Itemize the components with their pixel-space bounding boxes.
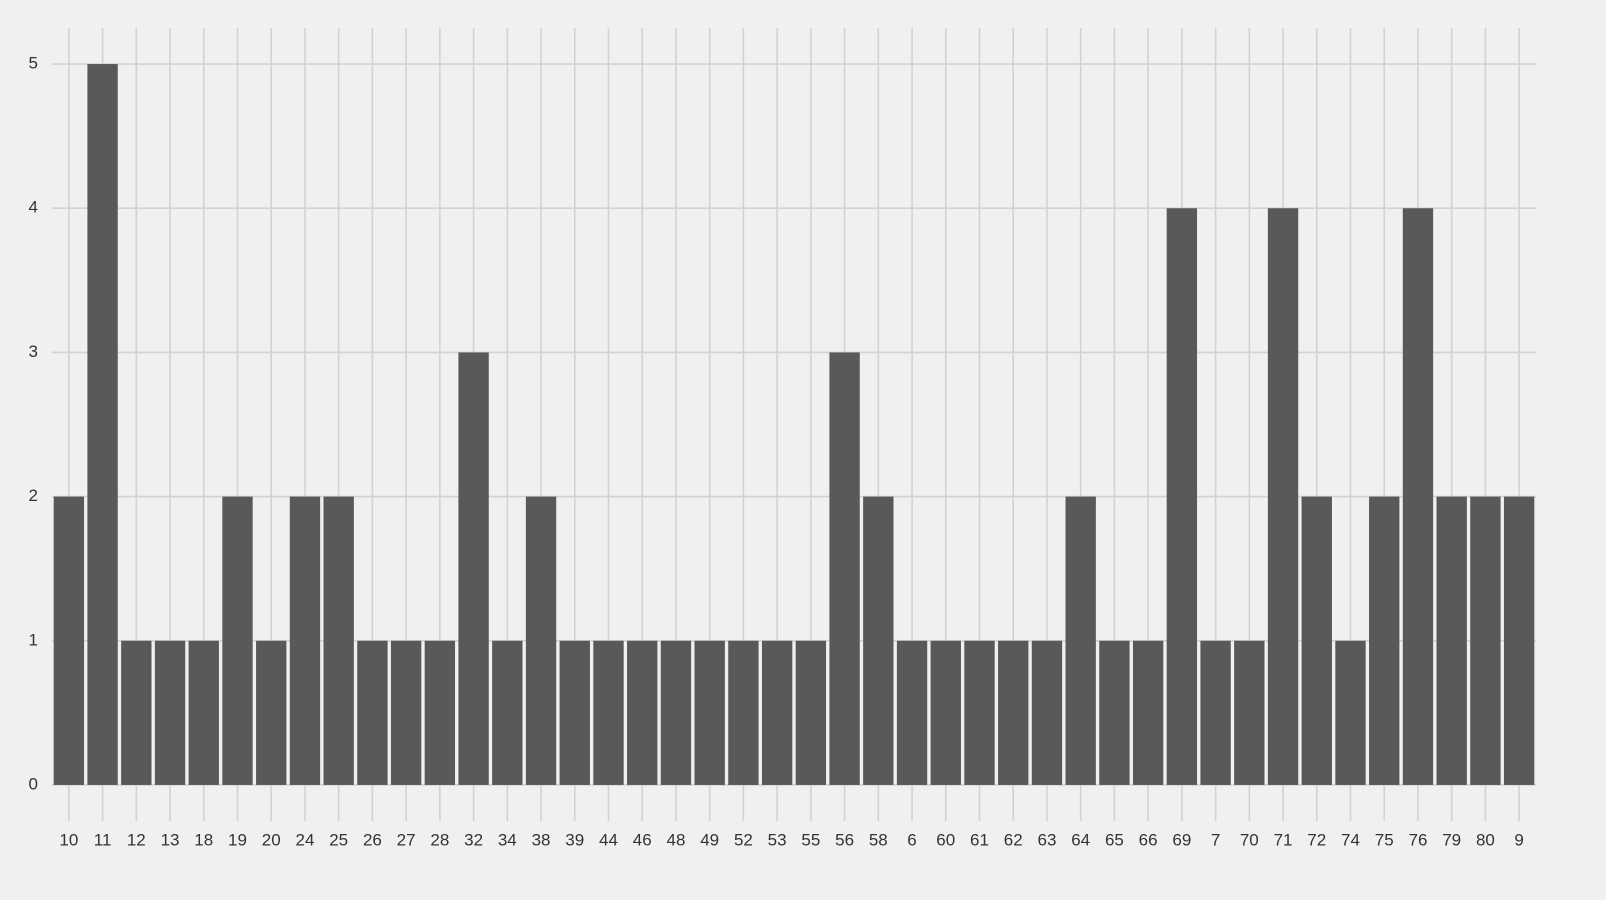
x-tick-label: 26 bbox=[363, 830, 382, 849]
x-tick-label: 46 bbox=[633, 830, 652, 849]
x-tick-label: 76 bbox=[1408, 830, 1427, 849]
bar bbox=[1503, 496, 1535, 785]
bar bbox=[1099, 640, 1130, 785]
x-tick-label: 60 bbox=[936, 830, 955, 849]
bar bbox=[930, 640, 961, 785]
bar bbox=[795, 640, 827, 785]
bar bbox=[829, 352, 860, 785]
bar bbox=[390, 640, 422, 785]
x-tick-label: 80 bbox=[1476, 830, 1495, 849]
y-tick-label: 2 bbox=[29, 486, 38, 505]
x-tick-label: 24 bbox=[295, 830, 314, 849]
bar bbox=[863, 496, 894, 785]
bar bbox=[964, 640, 995, 785]
y-tick-label: 3 bbox=[29, 342, 38, 361]
bar bbox=[1031, 640, 1063, 785]
x-tick-label: 79 bbox=[1442, 830, 1461, 849]
y-tick-label: 4 bbox=[29, 198, 38, 217]
x-tick-label: 58 bbox=[869, 830, 888, 849]
bar bbox=[323, 496, 354, 785]
x-tick-label: 64 bbox=[1071, 830, 1090, 849]
bar bbox=[694, 640, 725, 785]
x-tick-label: 32 bbox=[464, 830, 483, 849]
x-tick-label: 44 bbox=[599, 830, 618, 849]
x-tick-label: 6 bbox=[907, 830, 916, 849]
bar bbox=[1470, 496, 1501, 785]
x-tick-label: 28 bbox=[430, 830, 449, 849]
y-tick-label: 1 bbox=[29, 630, 38, 649]
x-tick-label: 56 bbox=[835, 830, 854, 849]
x-tick-label: 61 bbox=[970, 830, 989, 849]
bar bbox=[627, 640, 658, 785]
x-tick-label: 66 bbox=[1139, 830, 1158, 849]
bar bbox=[121, 640, 152, 785]
bar bbox=[896, 640, 928, 785]
x-tick-label: 10 bbox=[59, 830, 78, 849]
bar bbox=[458, 352, 489, 785]
x-tick-label: 27 bbox=[397, 830, 416, 849]
x-tick-label: 11 bbox=[94, 830, 112, 849]
y-tick-label: 5 bbox=[29, 54, 38, 73]
bar bbox=[1132, 640, 1164, 785]
bar bbox=[289, 496, 321, 785]
x-tick-label: 12 bbox=[127, 830, 146, 849]
x-tick-label: 55 bbox=[801, 830, 820, 849]
x-tick-label: 9 bbox=[1514, 830, 1523, 849]
x-tick-label: 62 bbox=[1004, 830, 1023, 849]
x-tick-label: 34 bbox=[498, 830, 517, 849]
bar bbox=[53, 496, 85, 785]
bar bbox=[559, 640, 590, 785]
x-tick-label: 52 bbox=[734, 830, 753, 849]
x-tick-label: 65 bbox=[1105, 830, 1124, 849]
x-tick-label: 71 bbox=[1274, 830, 1293, 849]
bar bbox=[154, 640, 186, 785]
bar bbox=[660, 640, 692, 785]
bar bbox=[1369, 496, 1400, 785]
bar bbox=[1234, 640, 1265, 785]
bar bbox=[222, 496, 253, 785]
bar bbox=[593, 640, 624, 785]
x-tick-label: 74 bbox=[1341, 830, 1360, 849]
bar bbox=[1200, 640, 1231, 785]
bar bbox=[1402, 208, 1434, 785]
x-tick-label: 7 bbox=[1211, 830, 1220, 849]
bar bbox=[424, 640, 456, 785]
bar bbox=[998, 640, 1029, 785]
x-tick-label: 39 bbox=[565, 830, 584, 849]
bar bbox=[525, 496, 557, 785]
bar bbox=[1267, 208, 1299, 785]
x-tick-label: 13 bbox=[161, 830, 180, 849]
x-tick-label: 63 bbox=[1037, 830, 1056, 849]
bar bbox=[1301, 496, 1332, 785]
x-tick-label: 18 bbox=[194, 830, 213, 849]
x-tick-label: 19 bbox=[228, 830, 247, 849]
bar bbox=[188, 640, 219, 785]
x-tick-label: 49 bbox=[700, 830, 719, 849]
x-tick-label: 72 bbox=[1307, 830, 1326, 849]
bar bbox=[87, 64, 118, 785]
bar bbox=[1166, 208, 1198, 785]
bar bbox=[357, 640, 388, 785]
x-tick-label: 75 bbox=[1375, 830, 1394, 849]
bar bbox=[1065, 496, 1096, 785]
y-tick-label: 0 bbox=[29, 774, 38, 793]
x-tick-label: 20 bbox=[262, 830, 281, 849]
x-tick-label: 53 bbox=[768, 830, 787, 849]
bar bbox=[728, 640, 759, 785]
x-tick-label: 70 bbox=[1240, 830, 1259, 849]
bar bbox=[761, 640, 793, 785]
bar bbox=[1436, 496, 1467, 785]
x-tick-label: 69 bbox=[1172, 830, 1191, 849]
x-tick-label: 38 bbox=[532, 830, 551, 849]
bar bbox=[256, 640, 287, 785]
x-tick-label: 48 bbox=[666, 830, 685, 849]
bar bbox=[492, 640, 523, 785]
x-tick-label: 25 bbox=[329, 830, 348, 849]
bar bbox=[1335, 640, 1366, 785]
